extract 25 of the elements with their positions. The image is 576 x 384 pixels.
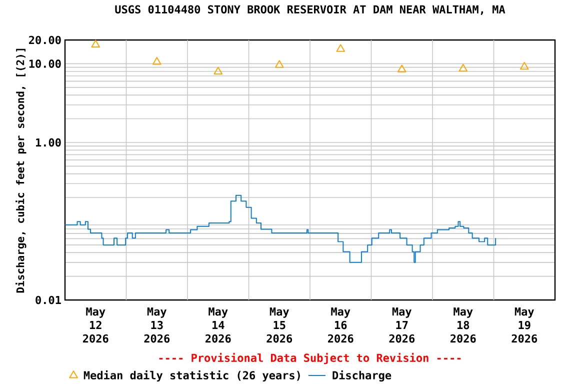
legend-label: Discharge <box>332 370 392 382</box>
point <box>520 62 529 70</box>
point <box>91 40 100 48</box>
point <box>458 64 468 72</box>
point <box>214 66 223 75</box>
x-tick-label: May 16 2026 <box>328 308 354 343</box>
y-tick-label: 20.00 <box>28 36 61 44</box>
x-tick-label: May 13 2026 <box>144 308 170 343</box>
y-tick-label: 0.01 <box>36 296 61 304</box>
y-tick-label: 1.00 <box>36 138 61 147</box>
x-tick-label: May 17 2026 <box>389 308 415 343</box>
point <box>152 57 162 65</box>
x-tick-label: May 15 2026 <box>266 308 292 343</box>
point <box>397 64 406 72</box>
legend-label: Median daily statistic (26 years) <box>84 370 300 382</box>
x-tick-label: May 12 2026 <box>83 308 108 343</box>
point <box>336 44 346 52</box>
x-tick-label: May 19 2026 <box>512 308 538 343</box>
x-tick-label: May 14 2026 <box>206 308 231 343</box>
text: ---- Provisional Data Subject to Revision ---- <box>159 352 461 364</box>
y-axis-title: Discharge, cubic feet per second, [(2)] <box>16 48 26 293</box>
point <box>274 60 284 68</box>
x-tick-label: May 18 2026 <box>450 308 476 343</box>
y-tick-label: 10.00 <box>29 60 61 68</box>
chart-title: USGS 01104480 STONY BROOK RESERVOIR AT DAM NEAR WALTHAM, MA <box>115 5 506 15</box>
